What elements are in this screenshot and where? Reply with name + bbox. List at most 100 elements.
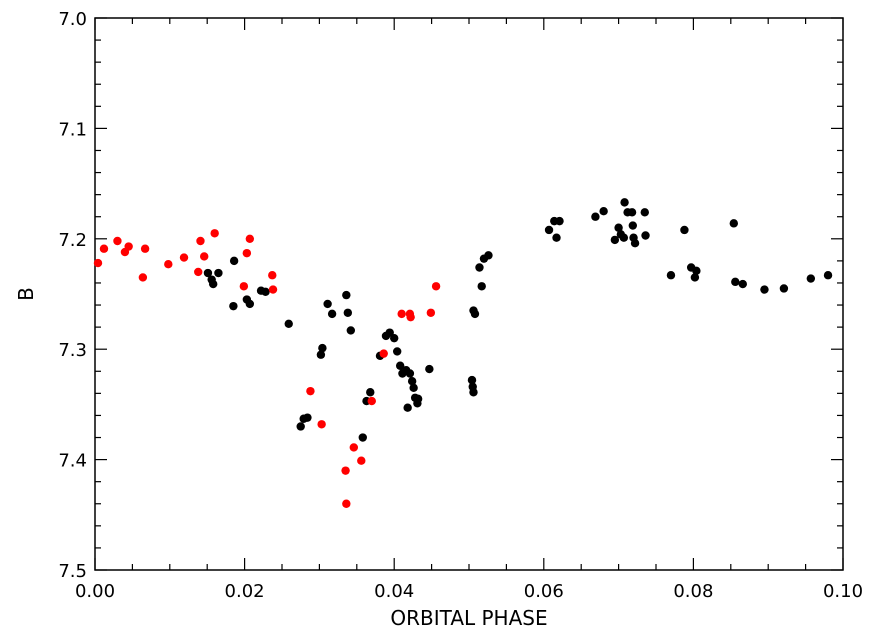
data-point-red bbox=[379, 349, 388, 358]
data-point-black bbox=[323, 299, 332, 309]
data-point-black bbox=[208, 279, 218, 289]
data-point-black bbox=[316, 350, 326, 359]
x-tick-label: 0.06 bbox=[524, 581, 564, 602]
data-point-red bbox=[342, 499, 351, 508]
data-point-red bbox=[357, 456, 366, 465]
data-point-black bbox=[409, 383, 418, 393]
data-point-red bbox=[164, 259, 173, 269]
x-tick-label: 0.10 bbox=[823, 581, 863, 602]
data-point-black bbox=[610, 235, 620, 245]
data-point-black bbox=[245, 299, 255, 309]
y-tick-label: 7.0 bbox=[58, 9, 87, 30]
data-point-black bbox=[599, 207, 608, 216]
data-point-black bbox=[614, 223, 623, 232]
data-point-black bbox=[284, 319, 293, 329]
data-point-red bbox=[426, 308, 436, 317]
data-point-black bbox=[779, 284, 789, 293]
data-point-black bbox=[806, 274, 816, 283]
data-point-black bbox=[619, 233, 629, 242]
data-point-black bbox=[760, 285, 769, 294]
data-point-red bbox=[268, 271, 277, 280]
data-point-black bbox=[343, 308, 353, 317]
data-point-red bbox=[196, 236, 205, 246]
data-point-black bbox=[823, 271, 833, 280]
data-point-black bbox=[641, 231, 650, 240]
data-point-black bbox=[630, 239, 640, 248]
data-point-black bbox=[229, 301, 238, 311]
y-tick-label: 7.3 bbox=[58, 340, 87, 361]
data-point-black bbox=[484, 251, 493, 260]
data-point-black bbox=[392, 347, 402, 356]
data-point-black bbox=[729, 219, 738, 228]
data-point-red bbox=[99, 244, 109, 253]
data-point-black bbox=[405, 369, 415, 378]
data-point-black bbox=[692, 266, 701, 276]
data-point-red bbox=[140, 244, 150, 253]
axis-tick-labels: 0.00 0.02 0.04 0.06 0.08 0.10 7.0 7.1 7.2 7.3 7.4 7… bbox=[58, 9, 863, 602]
data-point-black bbox=[346, 326, 356, 335]
x-tick-label: 0.02 bbox=[225, 581, 265, 602]
data-point-black bbox=[469, 388, 478, 397]
data-point-black bbox=[680, 225, 689, 235]
data-point-black bbox=[425, 364, 434, 374]
data-point-black bbox=[690, 273, 700, 282]
plot-area-frame bbox=[94, 17, 844, 571]
data-point-black bbox=[366, 388, 375, 397]
data-point-black bbox=[390, 333, 399, 343]
data-point-black bbox=[470, 309, 480, 319]
data-point-red bbox=[200, 252, 209, 261]
data-point-black bbox=[666, 271, 676, 280]
data-point-red bbox=[341, 466, 350, 475]
data-point-black bbox=[738, 279, 747, 289]
data-point-black bbox=[296, 422, 305, 431]
x-tick-label: 0.08 bbox=[673, 581, 713, 602]
data-point-red bbox=[210, 229, 219, 238]
data-point-black bbox=[628, 221, 638, 230]
data-point-red bbox=[124, 242, 133, 251]
data-point-black bbox=[413, 394, 423, 404]
data-point-black bbox=[627, 208, 637, 217]
y-tick-label: 7.4 bbox=[58, 451, 87, 472]
data-point-red bbox=[179, 253, 189, 262]
y-tick-label: 7.2 bbox=[58, 230, 87, 251]
data-point-red bbox=[239, 282, 249, 291]
data-point-black bbox=[395, 361, 405, 370]
data-point-red bbox=[93, 258, 103, 268]
data-point-black bbox=[591, 212, 600, 221]
data-point-red bbox=[194, 267, 203, 277]
data-point-red bbox=[242, 248, 252, 258]
data-point-black bbox=[731, 277, 740, 287]
data-point-black bbox=[261, 287, 270, 296]
data-point-black bbox=[303, 413, 312, 422]
data-point-red bbox=[113, 236, 122, 246]
data-point-red bbox=[406, 312, 415, 322]
data-points bbox=[93, 198, 833, 508]
data-point-red bbox=[367, 396, 376, 406]
data-point-black bbox=[477, 282, 486, 291]
data-point-red bbox=[397, 309, 406, 319]
data-point-black bbox=[620, 198, 629, 207]
x-tick-label: 0.00 bbox=[75, 581, 115, 602]
axis-ticks bbox=[94, 17, 844, 571]
data-point-black bbox=[342, 290, 351, 300]
data-point-black bbox=[640, 208, 649, 217]
data-point-red bbox=[349, 443, 359, 452]
y-tick-label: 7.5 bbox=[58, 561, 87, 582]
data-point-red bbox=[306, 386, 315, 396]
y-axis-label: B bbox=[14, 287, 38, 301]
y-tick-label: 7.1 bbox=[58, 119, 87, 140]
data-point-black bbox=[544, 225, 554, 235]
data-point-black bbox=[403, 403, 412, 412]
data-point-black bbox=[555, 216, 564, 226]
data-point-black bbox=[358, 433, 367, 442]
data-point-red bbox=[431, 282, 441, 291]
data-point-red bbox=[138, 273, 148, 282]
data-point-black bbox=[407, 377, 417, 386]
data-point-black bbox=[467, 375, 477, 385]
data-point-black bbox=[327, 309, 337, 319]
data-point-black bbox=[229, 256, 239, 266]
x-tick-label: 0.04 bbox=[374, 581, 414, 602]
x-axis-label: ORBITAL PHASE bbox=[390, 606, 547, 630]
data-point-black bbox=[475, 263, 484, 272]
